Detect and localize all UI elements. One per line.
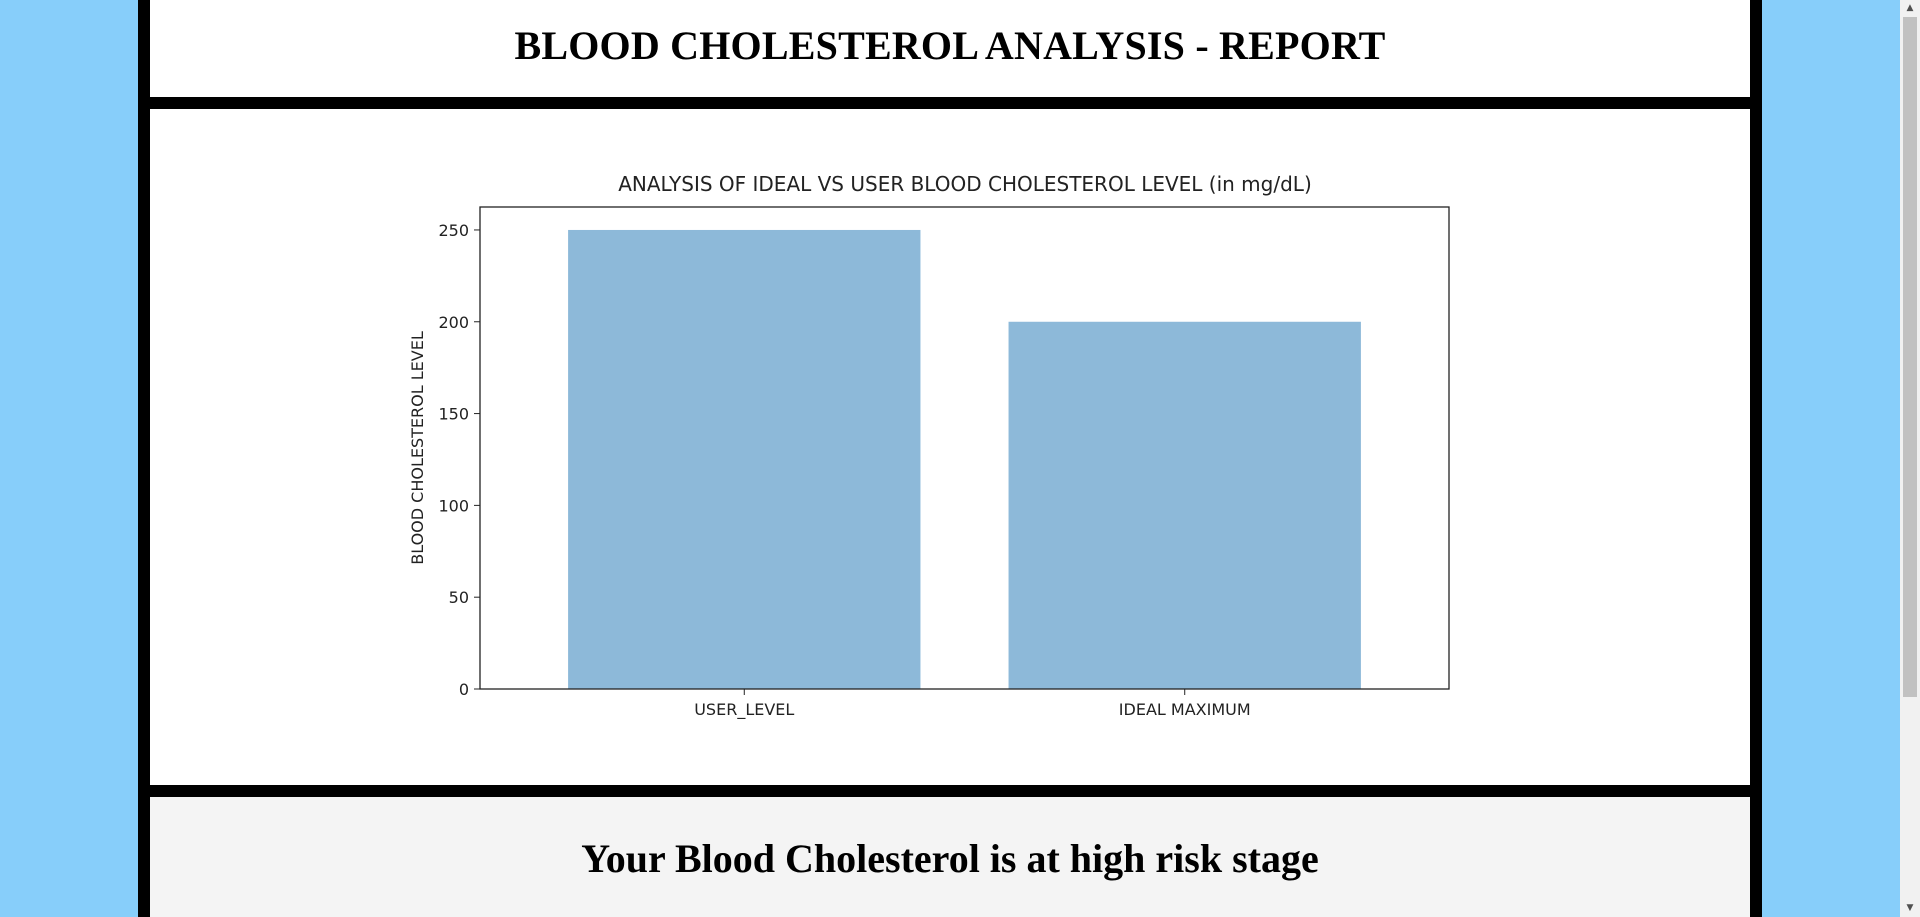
chart-title: ANALYSIS OF IDEAL VS USER BLOOD CHOLESTE…	[618, 172, 1312, 196]
report-page: BLOOD CHOLESTEROL ANALYSIS - REPORT ANAL…	[138, 0, 1762, 917]
y-tick-label: 100	[438, 496, 469, 515]
x-tick-label: USER_LEVEL	[694, 700, 794, 720]
result-panel: Your Blood Cholesterol is at high risk s…	[150, 797, 1750, 917]
plot-frame	[479, 206, 1450, 690]
x-tick-label: IDEAL MAXIMUM	[1119, 700, 1251, 719]
scrollbar-thumb[interactable]	[1903, 17, 1917, 697]
chart-panel: ANALYSIS OF IDEAL VS USER BLOOD CHOLESTE…	[150, 109, 1750, 785]
risk-result-message: Your Blood Cholesterol is at high risk s…	[581, 836, 1319, 881]
y-tick-label: 50	[449, 588, 469, 607]
y-tick-label: 150	[438, 405, 469, 424]
cholesterol-bar-chart: ANALYSIS OF IDEAL VS USER BLOOD CHOLESTE…	[408, 172, 1450, 720]
vertical-scrollbar[interactable]: ▲ ▼	[1900, 0, 1920, 917]
page-title: BLOOD CHOLESTEROL ANALYSIS - REPORT	[514, 23, 1386, 68]
y-tick-label: 0	[459, 680, 469, 699]
y-axis-label: BLOOD CHOLESTEROL LEVEL	[408, 331, 427, 565]
bar-user-level	[568, 229, 921, 689]
header-panel: BLOOD CHOLESTEROL ANALYSIS - REPORT	[150, 0, 1750, 97]
scroll-up-arrow-icon[interactable]: ▲	[1906, 3, 1914, 13]
scroll-down-arrow-icon[interactable]: ▼	[1906, 903, 1914, 913]
y-tick-label: 200	[438, 313, 469, 332]
bar-ideal-maximum	[1008, 321, 1361, 689]
y-tick-label: 250	[438, 221, 469, 240]
